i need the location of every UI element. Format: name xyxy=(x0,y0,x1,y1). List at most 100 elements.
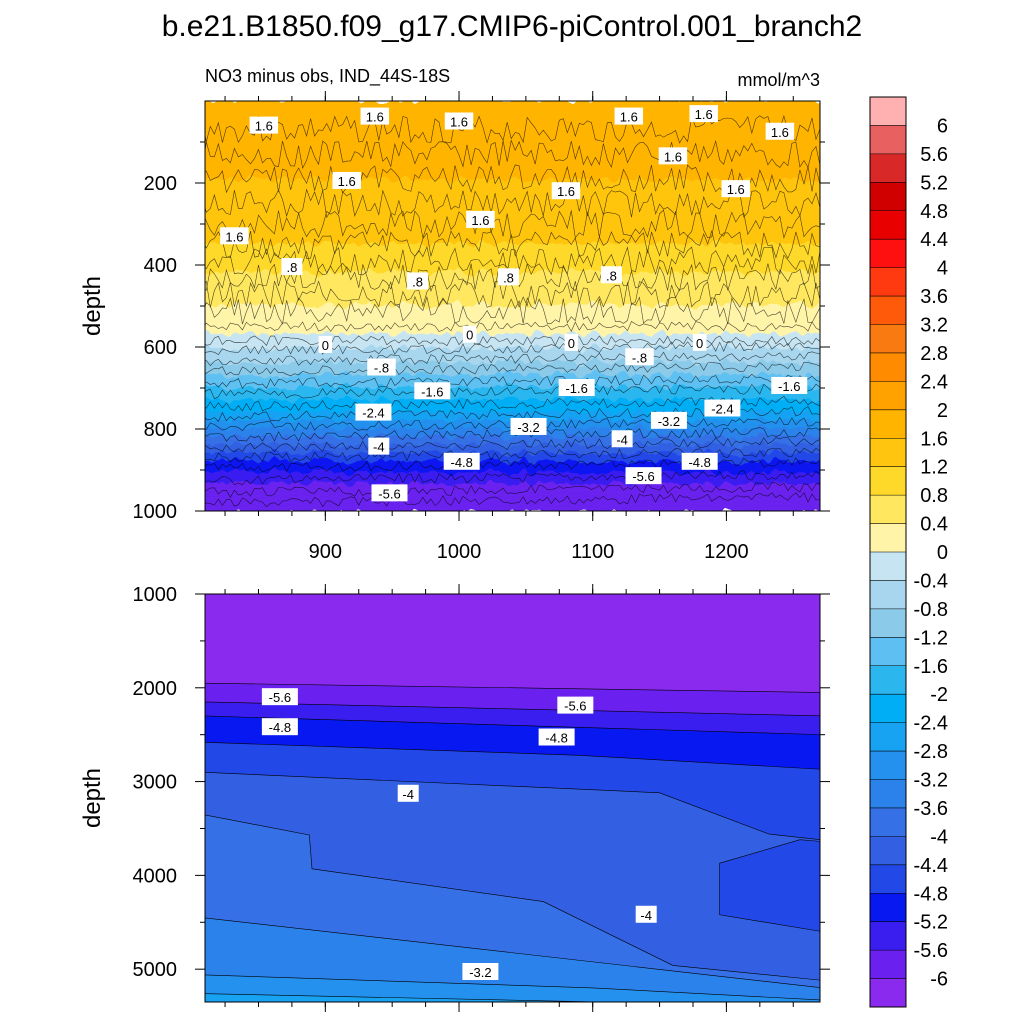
lower-contour-label-bg xyxy=(635,905,657,923)
upper-band xyxy=(205,188,820,200)
colorbar-box xyxy=(870,921,906,951)
upper-contour-label: -3.2 xyxy=(650,411,687,429)
lower-band xyxy=(205,993,615,1002)
colorbar-box xyxy=(870,409,906,439)
colorbar-box xyxy=(870,523,906,553)
upper-band xyxy=(205,447,820,452)
upper-contour-line xyxy=(205,373,820,389)
upper-band xyxy=(205,324,820,331)
upper-contour-label: .8 xyxy=(407,272,429,290)
upper-contour-label-bg xyxy=(220,227,249,245)
colorbar-box xyxy=(870,722,906,752)
upper-contour-label: 1.6 xyxy=(220,227,249,245)
colorbar-box xyxy=(870,608,906,638)
colorbar-label: 5.2 xyxy=(920,172,948,194)
upper-contour-label-bg xyxy=(371,484,408,502)
lower-contour-label-text: -5.6 xyxy=(269,690,291,705)
upper-band xyxy=(205,436,820,441)
upper-contour-label-bg xyxy=(600,266,622,284)
upper-xtick-label: 900 xyxy=(309,541,342,563)
lower-contour-label-text: -5.6 xyxy=(564,699,586,714)
upper-contour-label: -.8 xyxy=(625,348,654,366)
upper-contour-line xyxy=(205,295,820,325)
upper-band xyxy=(205,449,820,455)
upper-contour-label: -4.8 xyxy=(443,452,480,470)
upper-contour-label-text: -3.2 xyxy=(517,420,539,435)
colorbar-box xyxy=(870,751,906,780)
upper-contour-label-text: -2.4 xyxy=(362,406,384,421)
upper-contour-labels: 1.6 1.6 1.6 1.6 1.6 1.6 1.6 1.6 1.6 1.6 1.6 1.6 .8 .8… xyxy=(220,105,808,502)
upper-band xyxy=(205,224,820,232)
upper-ytick-label: 600 xyxy=(144,337,177,359)
upper-contour-label-text: 1.6 xyxy=(771,125,789,140)
upper-contour-label: -5.6 xyxy=(625,467,662,485)
upper-contour-label-bg xyxy=(510,417,547,435)
colorbar-box xyxy=(870,779,906,809)
upper-contour-label: 1.6 xyxy=(466,210,495,228)
lower-contour-label-bg xyxy=(538,728,575,746)
upper-band xyxy=(205,305,820,312)
lower-plot-frame xyxy=(204,593,821,1003)
upper-band xyxy=(205,378,820,385)
upper-band xyxy=(205,248,820,256)
upper-contour-label: 0 xyxy=(318,335,333,353)
upper-ytick-label: 800 xyxy=(144,419,177,441)
upper-band xyxy=(205,403,820,410)
colorbar-label: 1.6 xyxy=(920,428,948,450)
colorbar-box xyxy=(870,978,906,1008)
units-label: mmol/m^3 xyxy=(738,70,820,90)
upper-contour-label-bg xyxy=(650,411,687,429)
colorbar-label: -2.8 xyxy=(914,741,948,763)
lower-contour-label-bg xyxy=(557,696,594,714)
upper-contour-label-text: -5.6 xyxy=(632,469,654,484)
upper-contour-label: .8 xyxy=(497,268,519,286)
upper-ylabel: depth xyxy=(79,276,106,336)
upper-contour-label-bg xyxy=(497,268,519,286)
upper-contour-line xyxy=(205,164,820,194)
upper-contour-plot xyxy=(205,101,820,511)
upper-band xyxy=(205,505,820,511)
lower-contour-label: -5.6 xyxy=(261,688,298,706)
upper-contour-label-text: -2.4 xyxy=(711,402,733,417)
lower-contour-label-text: -4 xyxy=(402,787,414,802)
upper-contour-label: .8 xyxy=(281,258,303,276)
upper-contour-label: 1.6 xyxy=(444,112,474,130)
upper-contour-label-bg xyxy=(689,105,718,123)
upper-contour-label: 1.6 xyxy=(360,107,390,125)
colorbar-label: -3.6 xyxy=(914,798,948,820)
upper-contour-label: 1.6 xyxy=(658,147,688,165)
upper-band xyxy=(205,120,820,133)
upper-ytick-label: 200 xyxy=(144,173,177,195)
upper-contour-label-bg xyxy=(414,382,451,400)
upper-contour-label-bg xyxy=(704,399,741,417)
upper-contour-label: -1.6 xyxy=(558,379,595,396)
lower-contour-label-bg xyxy=(462,962,499,980)
upper-contour-label-text: -1.6 xyxy=(565,381,587,396)
upper-contour-line xyxy=(205,139,820,170)
colorbar-box xyxy=(870,381,906,411)
upper-contour-label: -4.8 xyxy=(681,452,718,470)
lower-band xyxy=(205,974,820,1002)
upper-contour-label-text: 1.6 xyxy=(450,115,468,130)
upper-xtick-label: 1100 xyxy=(571,541,614,563)
upper-contour-label-bg xyxy=(281,258,303,276)
upper-band xyxy=(205,452,820,458)
upper-contour-line xyxy=(205,492,820,508)
upper-contour-label: -.8 xyxy=(367,358,396,376)
upper-contour-label-bg xyxy=(551,182,581,200)
colorbar-box xyxy=(870,438,906,468)
colorbar-label: 2 xyxy=(937,400,948,422)
upper-contour-label: 1.6 xyxy=(614,107,644,125)
colorbar-label: 3.6 xyxy=(920,286,948,308)
colorbar-label: -5.6 xyxy=(914,940,948,962)
upper-band xyxy=(205,382,820,389)
colorbar-label: -2.4 xyxy=(914,713,948,735)
colorbar-label: -3.2 xyxy=(914,770,948,792)
upper-band xyxy=(205,338,820,346)
upper-contour-line xyxy=(205,246,820,276)
upper-band xyxy=(205,374,820,381)
upper-band xyxy=(205,352,820,360)
lower-ytick-label: 4000 xyxy=(133,865,178,887)
upper-contour-label-bg xyxy=(443,452,480,470)
